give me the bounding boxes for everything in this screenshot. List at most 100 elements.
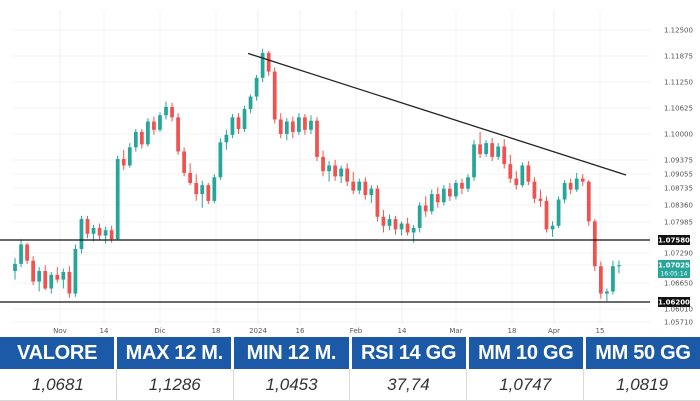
price-chart[interactable]: 1.12500 1.11875 1.11250 1.10625 1.10000 1.093… <box>0 0 700 335</box>
candle-body <box>460 182 464 189</box>
candle-body <box>611 266 615 292</box>
price-tick-label: 1.07985 <box>664 219 693 227</box>
candle-body <box>466 177 470 189</box>
candle-body <box>266 52 271 72</box>
time-tick-label: 15 <box>596 327 605 335</box>
candle-body <box>242 109 247 130</box>
time-tick-label: Apr <box>548 327 560 335</box>
stats-header-valore: VALORE <box>0 337 115 369</box>
stats-value-rsi: 37,74 <box>350 369 468 400</box>
candle-body <box>363 181 368 196</box>
candle-body <box>592 221 597 267</box>
candle-body <box>194 182 199 195</box>
support-price-tag <box>658 235 690 245</box>
candle-body <box>73 248 78 294</box>
candle-body <box>411 228 416 233</box>
candle-body <box>574 178 579 190</box>
candle-body <box>37 271 42 282</box>
candle-body <box>31 260 36 282</box>
candle-body <box>321 156 325 172</box>
price-tick-label: 1.06010 <box>664 306 693 314</box>
candle-body <box>254 77 259 97</box>
candle-body <box>176 117 180 152</box>
candlestick-chart[interactable]: 1.12500 1.11875 1.11250 1.10625 1.10000 1.093… <box>0 0 700 335</box>
candle-body <box>115 158 120 240</box>
candle-body <box>441 188 446 203</box>
candle-body <box>218 142 223 178</box>
candle-body <box>556 199 561 226</box>
candle-body <box>91 228 96 234</box>
candle-body <box>139 131 144 145</box>
stats-header-mm50: MM 50 GG <box>585 337 700 369</box>
candle-body <box>514 178 519 186</box>
grid <box>12 10 650 325</box>
time-tick-label: Dic <box>154 327 165 335</box>
time-tick-label: Nov <box>53 327 67 335</box>
time-tick-label: 14 <box>398 327 407 335</box>
price-tick-label: 1.11875 <box>664 53 693 61</box>
candle-body <box>538 198 543 201</box>
stats-header-row: VALORE MAX 12 M. MIN 12 M. RSI 14 GG MM … <box>0 337 700 369</box>
candle-body <box>43 271 48 289</box>
candle-body <box>339 168 344 177</box>
candle-body <box>272 71 277 120</box>
price-tick-label: 1.05710 <box>664 319 693 327</box>
candle-body <box>580 178 585 182</box>
candle-body <box>67 271 72 294</box>
candle-body <box>562 182 567 200</box>
candle-body <box>333 165 337 177</box>
candle-body <box>598 266 603 294</box>
candle-body <box>484 143 488 154</box>
stats-table: VALORE MAX 12 M. MIN 12 M. RSI 14 GG MM … <box>0 337 700 401</box>
candle-body <box>49 274 54 289</box>
stats-value-mm50: 1,0819 <box>616 374 669 394</box>
time-tick-label: 2024 <box>249 327 267 335</box>
candle-body <box>19 244 23 264</box>
candle-body <box>103 230 108 236</box>
candle-body <box>230 117 235 135</box>
time-tick-label: 16 <box>296 327 305 335</box>
candle-body <box>79 219 84 249</box>
candle-body <box>127 147 132 166</box>
candle-body <box>387 219 392 226</box>
countdown-label: 16:05:14 <box>661 271 688 278</box>
candle-body <box>381 216 386 226</box>
candle-body <box>508 164 513 179</box>
support-price-label: 1.07580 <box>658 237 690 245</box>
price-tick-label: 1.09375 <box>664 157 693 165</box>
candle-body <box>447 188 452 197</box>
candle-body <box>290 121 295 132</box>
candle-body <box>496 146 501 157</box>
candle-body <box>532 181 537 199</box>
candle-body <box>423 205 428 212</box>
candle-body <box>206 185 211 201</box>
candle-body <box>121 158 126 166</box>
candle-body <box>55 274 60 280</box>
candle-body <box>236 117 241 130</box>
candle-body <box>284 121 289 134</box>
trendline <box>247 52 627 176</box>
candle-body <box>224 134 229 143</box>
candle-body <box>399 223 404 230</box>
candle-body <box>417 205 422 228</box>
price-tick-label: 1.11250 <box>664 79 693 87</box>
candle-body <box>478 144 482 154</box>
candle-body <box>146 121 150 145</box>
candle-body <box>200 185 205 195</box>
drawn-lines <box>0 52 650 303</box>
stats-header-mm10: MM 10 GG <box>468 337 583 369</box>
stats-value-min: 1,0453 <box>234 369 351 400</box>
stats-value-row: 1,0681 1,1286 1,0453 37,74 1,0747 1,0819 <box>0 369 700 401</box>
price-tick-label: 1.06650 <box>664 280 693 288</box>
candle-body <box>405 223 410 233</box>
candle-body <box>212 177 217 201</box>
time-axis: Nov 14 Dic 18 2024 16 Feb 14 Mar 18 Apr 15 <box>53 327 604 335</box>
candle-body <box>472 144 476 178</box>
candle-body <box>393 219 398 230</box>
candle-body <box>109 230 114 240</box>
stats-value-mm10: 1,0747 <box>467 369 585 400</box>
candle-body <box>303 117 307 130</box>
candle-body <box>182 151 187 173</box>
price-tick-label: 1.10625 <box>664 105 693 113</box>
stats-header-max: MAX 12 M. <box>117 337 232 369</box>
